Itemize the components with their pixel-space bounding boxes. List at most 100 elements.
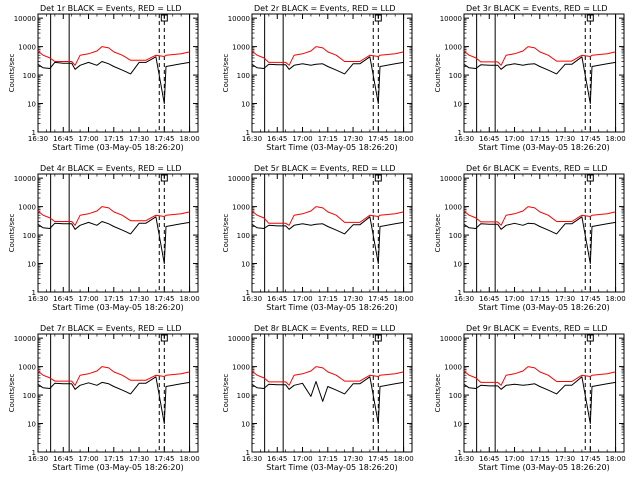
x-tick-label: 17:45 — [368, 295, 388, 303]
events-rate-line — [251, 216, 404, 264]
y-tick-label: 100 — [23, 232, 36, 240]
detector-panel-5: Det 5r BLACK = Events, RED = LLD 1 10 100 10… — [222, 164, 414, 312]
y-tick-label: 1 — [32, 449, 36, 457]
y-tick-label: 1000 — [232, 204, 250, 212]
y-tick-label: 10000 — [14, 15, 36, 23]
lld-rate-line — [251, 46, 404, 66]
x-tick-label: 17:15 — [530, 455, 550, 463]
x-tick-label: 16:30 — [28, 295, 48, 303]
x-tick-label: 16:45 — [53, 295, 73, 303]
events-rate-line — [463, 376, 616, 424]
panel-title: Det 7r BLACK = Events, RED = LLD — [40, 324, 182, 333]
y-tick-label: 1 — [32, 289, 36, 297]
x-tick-label: 17:00 — [292, 295, 312, 303]
y-tick-label: 10000 — [14, 175, 36, 183]
x-tick-label: 18:00 — [179, 135, 199, 143]
y-tick-label: 10000 — [228, 335, 250, 343]
y-axis-label: Counts/sec — [222, 214, 230, 253]
y-tick-label: 100 — [237, 72, 250, 80]
x-tick-label: 16:30 — [28, 455, 48, 463]
x-tick-label: 16:30 — [454, 455, 474, 463]
plot-frame — [37, 333, 199, 453]
y-tick-label: 1000 — [444, 204, 462, 212]
x-tick-label: 17:45 — [580, 455, 600, 463]
detector-panel-9: Det 9r BLACK = Events, RED = LLD 1 10 100 10… — [434, 324, 626, 472]
detector-panel-8: Det 8r BLACK = Events, RED = LLD 1 10 100 10… — [222, 324, 414, 472]
x-tick-label: 17:30 — [555, 295, 575, 303]
x-tick-label: 16:45 — [267, 135, 287, 143]
panel-title: Det 8r BLACK = Events, RED = LLD — [254, 324, 396, 333]
x-tick-label: 18:00 — [605, 455, 625, 463]
x-tick-label: 16:30 — [454, 135, 474, 143]
x-tick-label: 18:00 — [393, 135, 413, 143]
x-tick-label: 17:15 — [104, 135, 124, 143]
x-axis-label: Start Time (03-May-05 18:26:20) — [52, 303, 183, 312]
plot-frame — [251, 173, 413, 293]
x-axis-label: Start Time (03-May-05 18:26:20) — [52, 143, 183, 152]
x-tick-label: 17:00 — [292, 135, 312, 143]
panel-title: Det 1r BLACK = Events, RED = LLD — [40, 4, 182, 13]
y-tick-label: 100 — [237, 232, 250, 240]
x-tick-label: 16:45 — [267, 455, 287, 463]
x-tick-label: 16:45 — [479, 135, 499, 143]
panel-title: Det 6r BLACK = Events, RED = LLD — [466, 164, 608, 173]
interval-box-marker — [160, 14, 168, 22]
detector-panel-4: Det 4r BLACK = Events, RED = LLD 1 10 100 10… — [8, 164, 200, 312]
y-tick-label: 100 — [449, 72, 462, 80]
y-tick-label: 10000 — [440, 175, 462, 183]
lld-rate-line — [37, 206, 190, 226]
events-rate-line — [463, 216, 616, 264]
y-tick-label: 1000 — [232, 364, 250, 372]
x-tick-label: 17:00 — [504, 135, 524, 143]
x-tick-label: 17:15 — [104, 455, 124, 463]
x-axis-label: Start Time (03-May-05 18:26:20) — [266, 143, 397, 152]
y-axis-label: Counts/sec — [8, 214, 16, 253]
y-tick-label: 10000 — [440, 335, 462, 343]
events-rate-line — [251, 56, 404, 104]
x-tick-label: 18:00 — [393, 295, 413, 303]
y-tick-label: 100 — [23, 72, 36, 80]
y-tick-label: 1 — [458, 289, 462, 297]
y-tick-label: 1000 — [232, 44, 250, 52]
y-tick-label: 1000 — [18, 44, 36, 52]
plot-frame — [463, 13, 625, 133]
panel-title: Det 5r BLACK = Events, RED = LLD — [254, 164, 396, 173]
lld-rate-line — [463, 366, 616, 386]
detector-panel-6: Det 6r BLACK = Events, RED = LLD 1 10 100 10… — [434, 164, 626, 312]
y-axis-label: Counts/sec — [434, 374, 442, 413]
plot-frame — [37, 13, 199, 133]
x-tick-label: 16:30 — [28, 135, 48, 143]
y-tick-label: 10 — [453, 421, 462, 429]
x-tick-label: 17:15 — [318, 455, 338, 463]
y-tick-label: 1 — [458, 449, 462, 457]
x-tick-label: 17:15 — [530, 135, 550, 143]
y-axis-label: Counts/sec — [434, 214, 442, 253]
x-tick-label: 18:00 — [179, 295, 199, 303]
y-tick-label: 1 — [458, 129, 462, 137]
interval-box-marker — [160, 334, 168, 342]
lld-rate-line — [463, 206, 616, 226]
y-tick-label: 10 — [453, 261, 462, 269]
y-tick-label: 10000 — [228, 175, 250, 183]
x-tick-label: 16:30 — [242, 295, 262, 303]
y-tick-label: 1000 — [444, 364, 462, 372]
x-tick-label: 17:15 — [104, 295, 124, 303]
plot-frame — [463, 173, 625, 293]
events-rate-line — [37, 56, 190, 104]
interval-box-marker — [586, 14, 594, 22]
y-tick-label: 10000 — [14, 335, 36, 343]
x-tick-label: 18:00 — [179, 455, 199, 463]
events-rate-line — [37, 376, 190, 424]
x-tick-label: 18:00 — [393, 455, 413, 463]
x-tick-label: 17:15 — [530, 295, 550, 303]
y-tick-label: 10 — [27, 101, 36, 109]
x-tick-label: 17:30 — [343, 135, 363, 143]
interval-box-marker — [160, 174, 168, 182]
x-tick-label: 17:45 — [154, 455, 174, 463]
x-tick-label: 16:45 — [53, 455, 73, 463]
interval-box-marker — [374, 14, 382, 22]
x-tick-label: 16:30 — [242, 135, 262, 143]
interval-box-marker — [374, 174, 382, 182]
x-tick-label: 17:45 — [580, 295, 600, 303]
